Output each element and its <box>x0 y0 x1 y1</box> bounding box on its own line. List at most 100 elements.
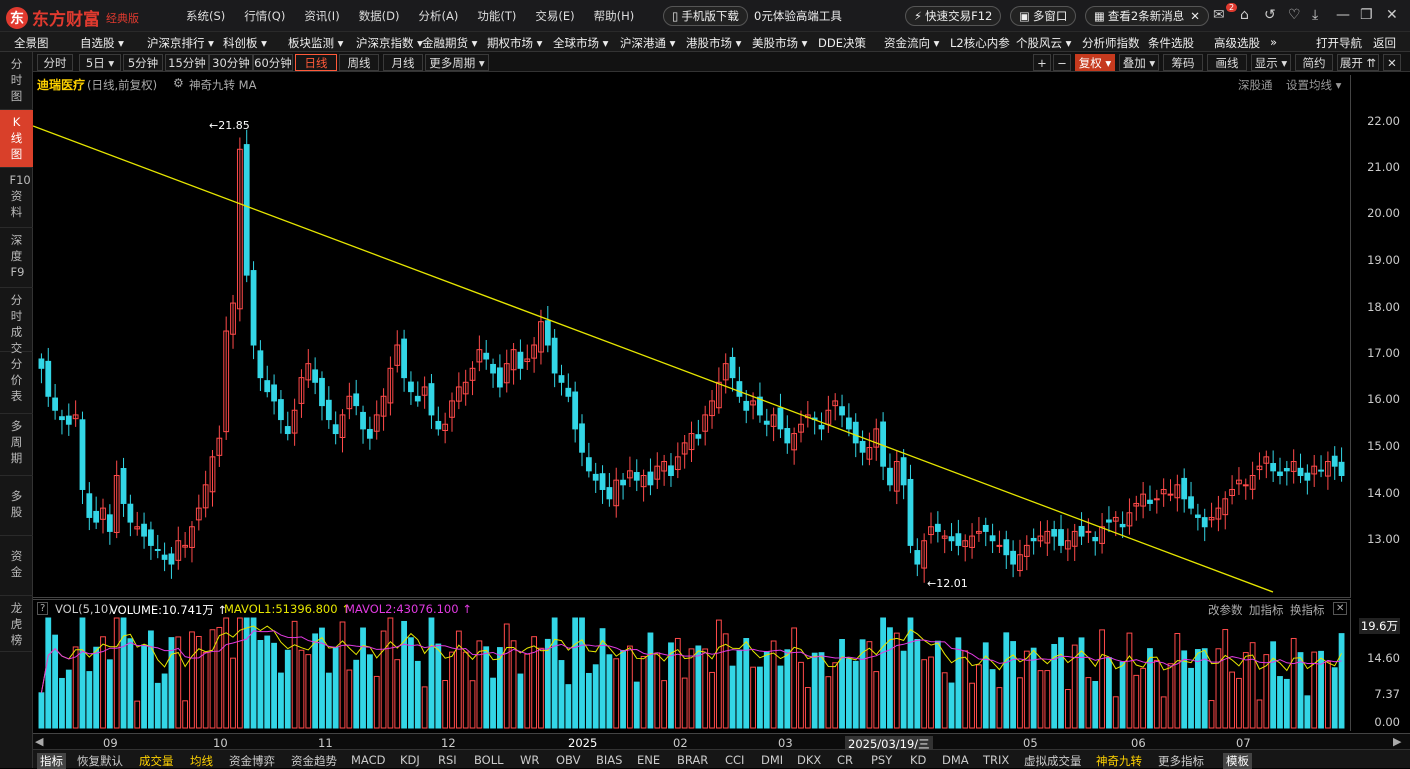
indicator-label[interactable]: 神奇九转 MA <box>189 78 257 92</box>
menubar-screener[interactable]: 条件选股 <box>1148 36 1194 50</box>
menubar-star-market[interactable]: 科创板 ▾ <box>223 36 267 50</box>
multi-window-button[interactable]: ▣ 多窗口 <box>1010 6 1077 26</box>
menubar-futures[interactable]: 金融期货 ▾ <box>422 36 478 50</box>
tab-fund-game[interactable]: 资金博弈 <box>229 754 275 768</box>
tab-boll[interactable]: BOLL <box>474 753 504 767</box>
display-button[interactable]: 显示 ▾ <box>1251 54 1291 71</box>
period-5min[interactable]: 5分钟 <box>123 54 163 71</box>
nav-multi-period[interactable]: 多周期 <box>0 414 33 476</box>
minimize-to-tray-icon[interactable]: ⤓ <box>1312 7 1319 23</box>
menu-help[interactable]: 帮助(H) <box>593 9 635 23</box>
period-timeshare[interactable]: 分时 <box>37 54 73 71</box>
menubar-sector-monitor[interactable]: 板块监测 ▾ <box>288 36 344 50</box>
nav-depth[interactable]: 深度F9 <box>0 228 33 288</box>
news-button[interactable]: ▦ 查看2条新消息 ✕ <box>1085 6 1209 26</box>
adjust-button[interactable]: 复权 ▾ <box>1075 54 1115 71</box>
settings-icon[interactable]: ⚙ <box>173 76 184 90</box>
set-ma-link[interactable]: 设置均线 ▾ <box>1286 78 1342 92</box>
tab-virtual-volume[interactable]: 虚拟成交量 <box>1024 754 1082 768</box>
menubar-hk[interactable]: 港股市场 ▾ <box>686 36 742 50</box>
minimize-icon[interactable]: — <box>1336 7 1350 23</box>
menu-trade[interactable]: 交易(E) <box>535 9 575 23</box>
period-15min[interactable]: 15分钟 <box>165 54 209 71</box>
tab-bias[interactable]: BIAS <box>596 753 623 767</box>
home-icon[interactable]: ⌂ <box>1240 7 1249 23</box>
menubar-us[interactable]: 美股市场 ▾ <box>752 36 808 50</box>
tab-dmi[interactable]: DMI <box>761 753 784 767</box>
menubar-advanced-screener[interactable]: 高级选股 <box>1214 36 1260 50</box>
menubar-indices[interactable]: 沪深京指数 ▾ <box>356 36 423 50</box>
tab-ene[interactable]: ENE <box>637 753 661 767</box>
tab-macd[interactable]: MACD <box>351 753 386 767</box>
menu-market[interactable]: 行情(Q) <box>244 9 286 23</box>
period-30min[interactable]: 30分钟 <box>209 54 253 71</box>
close-indicator-icon[interactable]: ✕ <box>1333 602 1348 615</box>
tab-trix[interactable]: TRIX <box>983 753 1010 767</box>
back-icon[interactable]: ↺ <box>1264 7 1276 23</box>
nav-timeshare[interactable]: 分时图 <box>0 52 33 110</box>
menubar-options[interactable]: 期权市场 ▾ <box>487 36 543 50</box>
tab-kd[interactable]: KD <box>910 753 927 767</box>
shirt-icon[interactable]: ♡ <box>1288 7 1301 23</box>
tab-brar[interactable]: BRAR <box>677 753 709 767</box>
nav-fund[interactable]: 资金 <box>0 536 33 596</box>
expand-button[interactable]: 展开 ⇈ <box>1337 54 1379 71</box>
tab-indicator[interactable]: 指标 <box>37 753 66 769</box>
menubar-watchlist[interactable]: 自选股 ▾ <box>80 36 124 50</box>
overlay-button[interactable]: 叠加 ▾ <box>1119 54 1159 71</box>
zoom-out-button[interactable]: − <box>1053 54 1071 71</box>
tab-obv[interactable]: OBV <box>556 753 581 767</box>
tab-ma[interactable]: 均线 <box>190 754 213 768</box>
menubar-ranking[interactable]: 沪深京排行 ▾ <box>147 36 214 50</box>
chips-button[interactable]: 筹码 <box>1163 54 1203 71</box>
tab-more-indicators[interactable]: 更多指标 <box>1158 754 1204 768</box>
tab-td-nine[interactable]: 神奇九转 <box>1096 754 1142 768</box>
menubar-back[interactable]: 返回 <box>1373 36 1396 50</box>
switch-indicator-link[interactable]: 换指标 <box>1290 603 1325 617</box>
maximize-icon[interactable]: ❐ <box>1360 7 1373 23</box>
nav-multi-stock[interactable]: 多股 <box>0 476 33 536</box>
menubar-global[interactable]: 全球市场 ▾ <box>553 36 609 50</box>
promo-link[interactable]: 0元体验高端工具 <box>754 9 842 23</box>
mail-icon[interactable]: ✉ <box>1213 7 1225 23</box>
period-more[interactable]: 更多周期 ▾ <box>425 54 489 71</box>
scroll-left-icon[interactable]: ◀ <box>35 735 44 748</box>
tab-volume[interactable]: 成交量 <box>139 754 174 768</box>
menubar-more[interactable]: » <box>1270 35 1278 49</box>
tab-template[interactable]: 模板 <box>1223 753 1252 769</box>
close-chart-button[interactable]: ✕ <box>1383 54 1401 71</box>
simple-button[interactable]: 简约 <box>1295 54 1333 71</box>
tab-cr[interactable]: CR <box>837 753 854 767</box>
menubar-connect[interactable]: 沪深港通 ▾ <box>620 36 676 50</box>
tab-fund-trend[interactable]: 资金趋势 <box>291 754 337 768</box>
nav-dragon-tiger[interactable]: 龙虎榜 <box>0 596 33 652</box>
zoom-in-button[interactable]: + <box>1033 54 1051 71</box>
tab-psy[interactable]: PSY <box>871 753 893 767</box>
volume-chart[interactable]: ? VOL(5,10) VOLUME:10.741万 ↑ MAVOL1:5139… <box>33 599 1350 731</box>
tab-dkx[interactable]: DKX <box>797 753 822 767</box>
menubar-open-nav[interactable]: 打开导航 <box>1316 36 1362 50</box>
close-icon[interactable]: ✕ <box>1386 7 1398 23</box>
menu-functions[interactable]: 功能(T) <box>477 9 517 23</box>
period-daily[interactable]: 日线 <box>295 54 337 71</box>
change-params-link[interactable]: 改参数 <box>1208 603 1243 617</box>
close-news-icon[interactable]: ✕ <box>1190 9 1200 23</box>
menubar-dde[interactable]: DDE决策 <box>818 36 866 50</box>
tab-cci[interactable]: CCI <box>725 753 745 767</box>
nav-f10[interactable]: F10资料 <box>0 168 33 228</box>
menubar-l2[interactable]: L2核心内参 <box>950 36 1010 50</box>
sz-connect-link[interactable]: 深股通 <box>1238 78 1273 92</box>
tab-kdj[interactable]: KDJ <box>400 753 420 767</box>
draw-line-button[interactable]: 画线 <box>1207 54 1247 71</box>
tab-dma[interactable]: DMA <box>942 753 969 767</box>
menubar-stock-news[interactable]: 个股风云 ▾ <box>1016 36 1072 50</box>
menu-system[interactable]: 系统(S) <box>186 9 226 23</box>
menu-news[interactable]: 资讯(I) <box>304 9 340 23</box>
nav-kline[interactable]: K线图 <box>0 110 33 168</box>
period-60min[interactable]: 60分钟 <box>253 54 293 71</box>
tab-rsi[interactable]: RSI <box>438 753 457 767</box>
tab-wr[interactable]: WR <box>520 753 540 767</box>
period-weekly[interactable]: 周线 <box>339 54 379 71</box>
help-icon[interactable]: ? <box>37 602 49 615</box>
quick-trade-button[interactable]: ⚡ 快速交易F12 <box>905 6 1002 26</box>
